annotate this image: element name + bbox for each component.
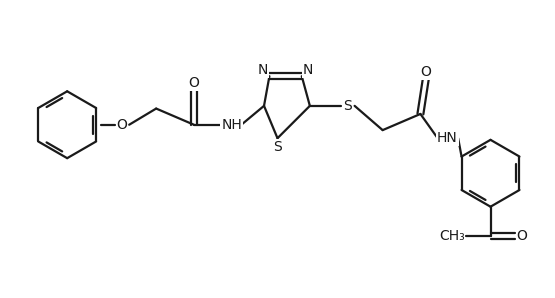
Text: O: O [189, 76, 199, 90]
Text: HN: HN [437, 131, 458, 145]
Text: N: N [258, 63, 268, 77]
Text: O: O [117, 118, 128, 132]
Text: S: S [273, 140, 282, 154]
Text: N: N [303, 63, 314, 77]
Text: S: S [343, 99, 352, 113]
Text: O: O [420, 65, 431, 79]
Text: O: O [516, 229, 527, 243]
Text: CH₃: CH₃ [439, 229, 465, 243]
Text: NH: NH [221, 118, 242, 132]
